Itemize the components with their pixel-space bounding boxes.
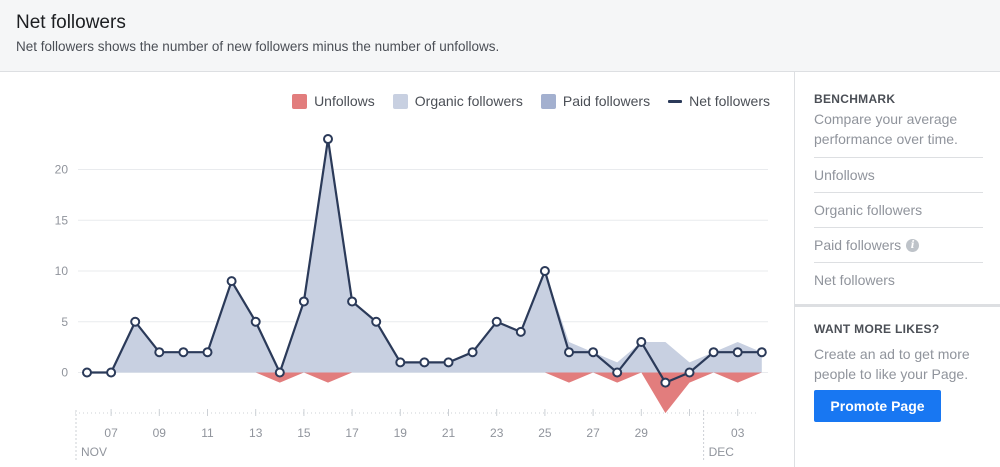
net-line-icon (668, 99, 683, 103)
net-followers-point (298, 296, 309, 307)
net-followers-point (515, 326, 526, 337)
benchmark-sidebar: BENCHMARK Compare your average performan… (794, 72, 1000, 467)
x-tick-label: 13 (249, 426, 263, 440)
paid-swatch-icon (540, 93, 556, 109)
net-followers-point (732, 347, 743, 358)
x-tick-label: 19 (394, 426, 408, 440)
month-label: NOV (81, 445, 107, 459)
net-followers-chart: 0 5 10 15 20 07 09 11 13 15 17 19 21 23 25 27 29 03 NOV DEC (55, 134, 768, 462)
net-followers-point (106, 367, 117, 378)
x-tick-label: 09 (153, 426, 167, 440)
net-followers-point (130, 316, 141, 327)
info-icon[interactable]: i (906, 238, 920, 252)
organic-followers-area (87, 139, 762, 373)
legend-item-unfollows[interactable]: Unfollows (292, 93, 375, 109)
y-tick-label: 10 (55, 264, 69, 278)
paid-followers-area (87, 139, 762, 373)
net-followers-point (250, 316, 261, 327)
benchmark-item-organic[interactable]: Organic followers (814, 192, 983, 227)
net-followers-point (82, 367, 92, 378)
y-tick-label: 20 (55, 163, 69, 177)
benchmark-item-net[interactable]: Net followers (814, 262, 983, 297)
benchmark-item-label: Net followers (814, 272, 895, 288)
net-followers-point (323, 134, 333, 145)
legend-label-paid: Paid followers (562, 93, 651, 109)
net-followers-point (395, 357, 406, 368)
net-followers-point (154, 347, 165, 358)
legend-item-net[interactable]: Net followers (668, 93, 770, 109)
net-followers-point (443, 357, 454, 368)
x-tick-label: 23 (490, 426, 504, 440)
header: Net followers Net followers shows the nu… (0, 0, 1000, 72)
net-followers-point (660, 377, 671, 388)
legend-label-organic: Organic followers (414, 93, 523, 109)
x-tick-label: 21 (442, 426, 456, 440)
net-followers-point (202, 347, 213, 358)
x-tick-label: 15 (297, 426, 311, 440)
x-tick-label: 25 (538, 426, 552, 440)
y-tick-label: 0 (61, 366, 68, 380)
legend-label-unfollows: Unfollows (314, 93, 375, 109)
net-followers-point (419, 357, 430, 368)
benchmark-title: BENCHMARK (814, 92, 896, 106)
net-followers-point (274, 367, 285, 378)
page-title: Net followers (16, 12, 126, 33)
organic-swatch-icon (392, 93, 408, 109)
y-tick-label: 5 (61, 315, 68, 329)
benchmark-item-label: Paid followers (814, 237, 902, 253)
net-followers-point (178, 347, 189, 358)
promote-page-button[interactable]: Promote Page (814, 390, 941, 422)
benchmark-item-label: Organic followers (814, 202, 923, 218)
net-followers-point (636, 337, 647, 348)
benchmark-description: Compare your average performance over ti… (814, 111, 958, 147)
net-followers-point (684, 367, 695, 378)
month-label: DEC (709, 445, 735, 459)
page-subtitle: Net followers shows the number of new fo… (16, 39, 500, 54)
benchmark-item-unfollows[interactable]: Unfollows (814, 157, 983, 192)
unfollows-swatch-icon (292, 93, 308, 109)
net-followers-point (588, 347, 599, 358)
legend-item-paid[interactable]: Paid followers (540, 93, 651, 109)
net-followers-point (467, 347, 478, 358)
legend-label-net: Net followers (689, 93, 770, 109)
x-tick-label: 07 (104, 426, 118, 440)
benchmark-list: Unfollows Organic followers Paid followe… (814, 157, 983, 297)
net-followers-point (564, 347, 574, 358)
net-followers-point (612, 367, 623, 378)
net-followers-point (226, 276, 237, 287)
x-tick-label: 03 (731, 426, 745, 440)
chart-area: 0 5 10 15 20 07 09 11 13 15 17 19 21 23 25 27 29 03 NOV DEC (0, 72, 794, 467)
y-tick-label: 15 (55, 213, 69, 227)
more-likes-description: Create an ad to get more people to like … (814, 346, 970, 382)
benchmark-item-label: Unfollows (814, 167, 875, 183)
net-followers-point (347, 296, 358, 307)
net-followers-point (539, 266, 550, 276)
more-likes-title: WANT MORE LIKES? (814, 322, 940, 336)
net-followers-point (491, 316, 502, 327)
legend-item-organic[interactable]: Organic followers (392, 93, 523, 109)
x-tick-label: 11 (201, 426, 214, 440)
x-tick-label: 17 (345, 426, 359, 440)
net-followers-point (371, 316, 382, 327)
unfollows-area (87, 372, 762, 414)
x-tick-label: 27 (586, 426, 600, 440)
benchmark-item-paid[interactable]: Paid followers i (814, 227, 983, 262)
x-tick-label: 29 (635, 426, 649, 440)
chart-legend: Unfollows Organic followers Paid followe… (292, 93, 770, 109)
net-followers-point (708, 347, 719, 358)
net-followers-point (756, 347, 767, 358)
sidebar-divider (795, 304, 1000, 307)
